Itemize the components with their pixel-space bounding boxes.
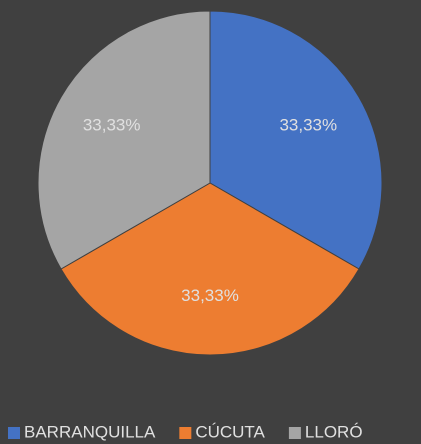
- legend-swatch: [179, 427, 192, 439]
- legend-swatch: [8, 427, 20, 439]
- legend-swatch: [288, 427, 301, 439]
- legend-label: CÚCUTA: [195, 422, 265, 441]
- pie: [37, 10, 383, 356]
- pie-slice: [209, 10, 383, 270]
- legend: BARRANQUILLA CÚCUTA LLORÓ: [8, 422, 363, 441]
- data-labels: 33,33% 33,33% 33,33%: [83, 116, 337, 305]
- data-label: 33,33%: [83, 116, 141, 135]
- legend-label: BARRANQUILLA: [24, 422, 156, 441]
- legend-label: LLORÓ: [305, 422, 363, 441]
- data-label: 33,33%: [181, 286, 239, 305]
- pie-slice: [60, 182, 360, 356]
- pie-slice: [37, 10, 211, 270]
- data-label: 33,33%: [279, 116, 337, 135]
